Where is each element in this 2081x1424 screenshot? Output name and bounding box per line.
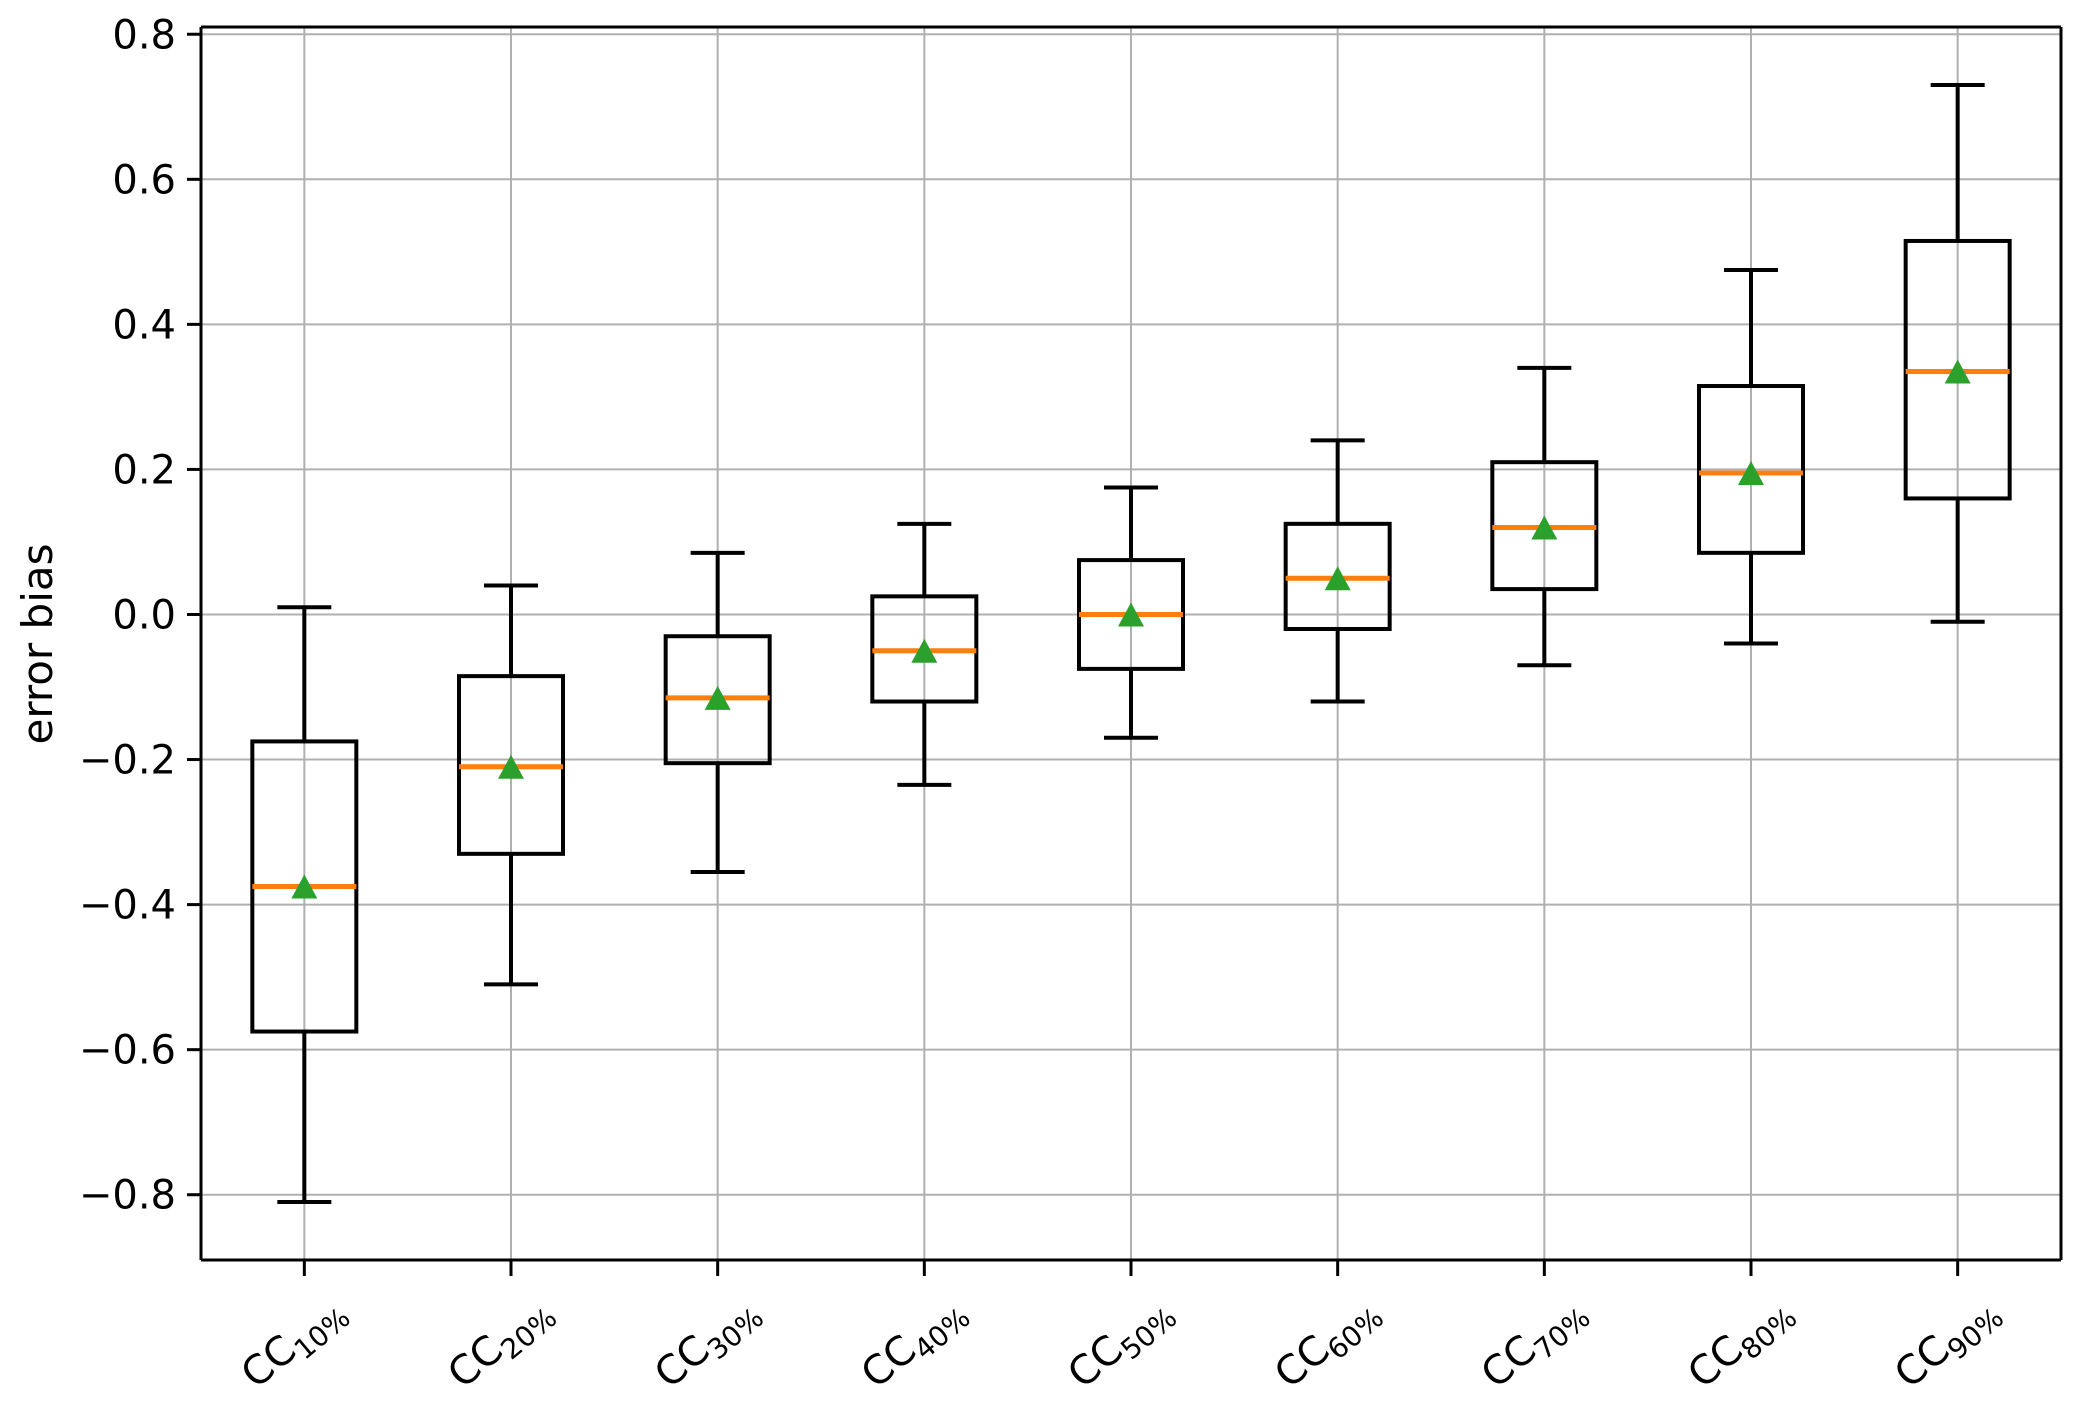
mean-marker [1324, 566, 1351, 591]
box-group-CC80% [1697, 267, 1805, 646]
y-tick-label: 0.6 [112, 157, 176, 203]
box-group-CC90% [1903, 83, 2012, 624]
mean-marker [1944, 359, 1971, 384]
x-tick-label-subscript: 30% [701, 1301, 770, 1366]
y-tick-label: 0.8 [112, 12, 176, 58]
mean-marker [1531, 515, 1558, 540]
x-tick-label: CC80% [1679, 1286, 1803, 1402]
x-tick-label-subscript: 20% [494, 1301, 563, 1366]
mean-marker [291, 874, 318, 899]
box-group-CC20% [457, 583, 565, 987]
y-tick-label: −0.6 [79, 1028, 176, 1074]
x-tick-label: CC60% [1266, 1286, 1390, 1402]
box-group-CC70% [1490, 365, 1599, 668]
y-tick-label: 0.2 [112, 447, 176, 493]
x-tick-label: CC50% [1059, 1286, 1183, 1402]
x-tick-label-subscript: 80% [1734, 1301, 1803, 1366]
x-tick-label-subscript: 70% [1528, 1301, 1597, 1366]
mean-marker [911, 638, 938, 663]
x-tick-label-subscript: 90% [1941, 1301, 2010, 1366]
x-tick-label: CC30% [646, 1286, 770, 1402]
mean-marker [1118, 602, 1144, 627]
mean-marker [498, 754, 524, 779]
box-layer [250, 83, 2012, 1204]
grid-layer [201, 27, 2061, 1260]
x-tick-label: CC40% [853, 1286, 977, 1402]
x-tick-label-subscript: 40% [908, 1301, 977, 1366]
x-tick-label: CC20% [439, 1286, 563, 1402]
x-tick-label: CC90% [1886, 1286, 2010, 1402]
y-tick-label: −0.4 [79, 883, 176, 929]
x-tick-label: CC10% [233, 1286, 357, 1402]
box-group-CC40% [870, 521, 979, 787]
axis-layer: 0.8 0.6 0.4 0.2 0.0 −0.2 −0.4 −0.6 −0.8 CC10% CC20… [79, 12, 2063, 1402]
x-tick-label-subscript: 50% [1114, 1301, 1183, 1366]
mean-marker [1738, 461, 1764, 486]
box-group-CC60% [1283, 438, 1392, 704]
x-tick-label-subscript: 60% [1321, 1301, 1390, 1366]
box-group-CC50% [1077, 485, 1185, 740]
y-axis-label: error bias [13, 544, 62, 745]
y-tick-label: −0.2 [79, 738, 176, 784]
box-group-CC10% [250, 605, 359, 1204]
x-tick-label: CC70% [1473, 1286, 1597, 1402]
x-tick-label-subscript: 10% [288, 1301, 357, 1366]
y-tick-label: −0.8 [79, 1173, 176, 1219]
iqr-box [1697, 384, 1805, 555]
y-tick-label: 0.0 [112, 592, 176, 638]
y-tick-label: 0.4 [112, 302, 176, 348]
box-group-CC30% [663, 550, 772, 874]
mean-marker [704, 685, 731, 710]
